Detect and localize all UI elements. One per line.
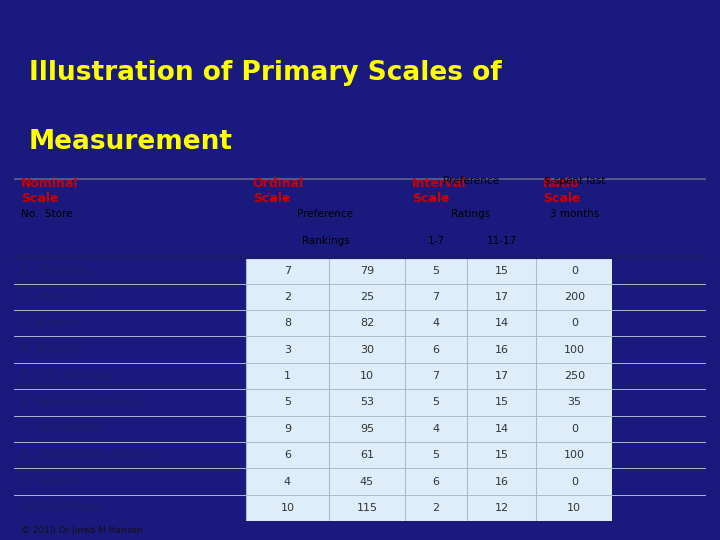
FancyBboxPatch shape xyxy=(246,284,612,310)
Text: 2: 2 xyxy=(433,503,440,513)
Text: Interval
Scale: Interval Scale xyxy=(412,177,467,205)
Text: © 2010 Dr Jared M Hansen: © 2010 Dr Jared M Hansen xyxy=(22,526,143,535)
Text: 4. Kohl’s: 4. Kohl’s xyxy=(22,343,79,356)
Text: 8: 8 xyxy=(284,318,291,328)
Text: 250: 250 xyxy=(564,371,585,381)
Text: 4: 4 xyxy=(433,424,440,434)
Text: 2. Macy’s: 2. Macy’s xyxy=(22,291,84,303)
Text: 15: 15 xyxy=(495,397,509,407)
Text: 95: 95 xyxy=(360,424,374,434)
Text: 200: 200 xyxy=(564,292,585,302)
Text: No.  Store: No. Store xyxy=(22,210,73,219)
Text: 12: 12 xyxy=(495,503,509,513)
Text: 10: 10 xyxy=(280,503,294,513)
Text: 100: 100 xyxy=(564,450,585,460)
Text: Preference: Preference xyxy=(297,210,354,219)
FancyBboxPatch shape xyxy=(246,442,612,468)
Text: 100: 100 xyxy=(564,345,585,355)
Text: Illustration of Primary Scales of: Illustration of Primary Scales of xyxy=(29,60,502,86)
Text: 30: 30 xyxy=(360,345,374,355)
Text: 7. Marshalls: 7. Marshalls xyxy=(22,422,102,435)
Text: 10: 10 xyxy=(360,371,374,381)
Text: 11-17: 11-17 xyxy=(487,236,517,246)
Text: 5. J.C. Penney: 5. J.C. Penney xyxy=(22,369,114,382)
FancyBboxPatch shape xyxy=(246,336,612,363)
Text: 1: 1 xyxy=(284,371,291,381)
Text: 7: 7 xyxy=(284,266,291,275)
Text: Ratio
Scale: Ratio Scale xyxy=(543,177,580,205)
Text: 0: 0 xyxy=(571,424,577,434)
Text: 1-7: 1-7 xyxy=(428,236,444,246)
Text: 25: 25 xyxy=(360,292,374,302)
Text: Ordinal
Scale: Ordinal Scale xyxy=(253,177,304,205)
Text: 14: 14 xyxy=(495,424,509,434)
Text: 3. Kmart: 3. Kmart xyxy=(22,317,79,330)
Text: 8. Saks Fifth Avenue: 8. Saks Fifth Avenue xyxy=(22,449,158,462)
Text: Ratings: Ratings xyxy=(451,210,490,219)
Text: 16: 16 xyxy=(495,476,509,487)
FancyBboxPatch shape xyxy=(246,416,612,442)
Text: 53: 53 xyxy=(360,397,374,407)
Text: 5: 5 xyxy=(433,266,439,275)
Text: 35: 35 xyxy=(567,397,581,407)
FancyBboxPatch shape xyxy=(246,468,612,495)
Text: 45: 45 xyxy=(360,476,374,487)
Text: 17: 17 xyxy=(495,292,509,302)
Text: 1. Parisian: 1. Parisian xyxy=(22,264,91,277)
FancyBboxPatch shape xyxy=(246,363,612,389)
Text: 0: 0 xyxy=(571,266,577,275)
Text: 3: 3 xyxy=(284,345,291,355)
FancyBboxPatch shape xyxy=(246,310,612,336)
Text: 61: 61 xyxy=(360,450,374,460)
Text: 7: 7 xyxy=(433,292,440,302)
FancyBboxPatch shape xyxy=(246,258,612,284)
Text: 6. Neiman Marcus: 6. Neiman Marcus xyxy=(22,396,141,409)
Text: 3 months: 3 months xyxy=(549,210,599,219)
Text: 6: 6 xyxy=(433,345,439,355)
Text: 4: 4 xyxy=(284,476,291,487)
Text: 10: 10 xyxy=(567,503,581,513)
Text: 17: 17 xyxy=(495,371,509,381)
Text: Nominal
Scale: Nominal Scale xyxy=(22,177,78,205)
Text: 0: 0 xyxy=(571,476,577,487)
FancyBboxPatch shape xyxy=(246,389,612,416)
Text: 9: 9 xyxy=(284,424,291,434)
Text: 15: 15 xyxy=(495,450,509,460)
Text: 5: 5 xyxy=(433,450,439,460)
Text: Rankings: Rankings xyxy=(302,236,349,246)
FancyBboxPatch shape xyxy=(246,495,612,521)
Text: 16: 16 xyxy=(495,345,509,355)
Text: 115: 115 xyxy=(356,503,377,513)
Text: 6: 6 xyxy=(284,450,291,460)
Text: Measurement: Measurement xyxy=(29,129,233,155)
Text: 7: 7 xyxy=(433,371,440,381)
Text: 2: 2 xyxy=(284,292,291,302)
Text: 9. Sears: 9. Sears xyxy=(22,475,76,488)
Text: 6: 6 xyxy=(433,476,439,487)
Text: 5: 5 xyxy=(433,397,439,407)
Text: 5: 5 xyxy=(284,397,291,407)
Text: 79: 79 xyxy=(360,266,374,275)
Text: 0: 0 xyxy=(571,318,577,328)
Text: $ spent last: $ spent last xyxy=(544,176,605,186)
Text: 10.Wal-Mart: 10.Wal-Mart xyxy=(22,502,103,515)
Text: 14: 14 xyxy=(495,318,509,328)
Text: 15: 15 xyxy=(495,266,509,275)
Text: 4: 4 xyxy=(433,318,440,328)
Text: 82: 82 xyxy=(360,318,374,328)
Text: Preference: Preference xyxy=(443,176,498,186)
